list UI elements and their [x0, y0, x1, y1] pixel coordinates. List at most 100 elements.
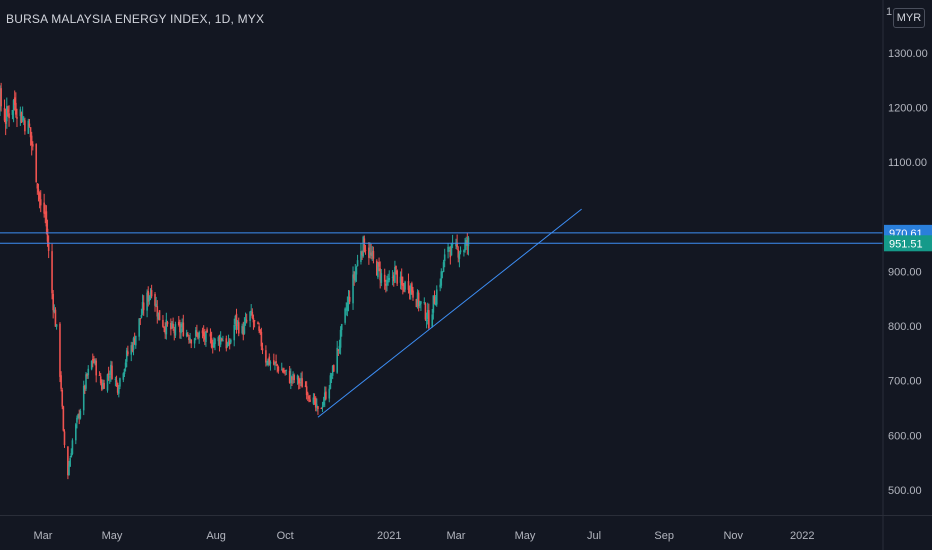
candle-body [267, 358, 269, 365]
candle-body [285, 369, 288, 371]
candle-body [170, 322, 172, 330]
candle-body [77, 414, 79, 419]
candle-body [388, 277, 391, 281]
candle-body [201, 330, 204, 334]
candle-body [464, 243, 466, 251]
candle-body [399, 276, 402, 283]
candle-body [68, 465, 70, 476]
candle-body [420, 301, 422, 304]
candle-body [243, 322, 246, 334]
candle-body [344, 308, 346, 323]
candle-body [457, 249, 460, 258]
candle-body [416, 292, 419, 307]
candle-body [194, 330, 197, 337]
candle-body [434, 302, 437, 306]
candle-body [418, 301, 421, 306]
candle-body [101, 383, 103, 390]
candle-body [198, 332, 200, 338]
candle-body [269, 362, 272, 364]
candle-body [283, 371, 285, 373]
candle-body [174, 324, 177, 336]
currency-button[interactable]: MYR [893, 8, 925, 28]
candle-body [78, 413, 81, 419]
candle-body [182, 322, 185, 336]
candle-body [114, 378, 117, 380]
candle-body [27, 120, 30, 134]
candle-body [347, 296, 350, 305]
candle-body [403, 285, 405, 292]
candle-body [360, 251, 362, 262]
candle-body [288, 370, 291, 383]
candle-body [82, 385, 85, 411]
candles [0, 82, 470, 480]
candle-body [95, 360, 97, 376]
candle-body [118, 388, 120, 394]
candle-body [284, 370, 286, 372]
price-line-label: 951.51 [889, 238, 923, 250]
candle-body [193, 338, 196, 344]
candle-body [314, 397, 317, 408]
candle-body [123, 369, 126, 375]
candle-body [383, 274, 386, 282]
candle-body [258, 326, 260, 331]
candle-body [227, 340, 230, 346]
candle-body [433, 296, 436, 305]
candle-body [124, 362, 127, 368]
candle-body [251, 311, 254, 318]
candle-body [138, 318, 140, 337]
candle-body [337, 349, 340, 351]
candle-body [204, 334, 206, 340]
x-tick-label: 2022 [790, 530, 814, 542]
candle-body [12, 100, 15, 111]
candle-body [321, 406, 324, 408]
ascending-trendline[interactable] [317, 208, 582, 418]
candle-body [177, 321, 180, 326]
candle-body [103, 382, 105, 389]
candle-body [165, 319, 168, 335]
candle-body [20, 112, 23, 123]
candle-body [125, 350, 128, 362]
candle-body [217, 337, 220, 342]
candle-body [180, 328, 182, 334]
candle-body [371, 252, 374, 256]
candle-body [458, 253, 461, 259]
candle-body [386, 279, 388, 286]
candle-body [385, 283, 387, 286]
candle-body [147, 291, 150, 302]
x-tick-label: 2021 [377, 530, 401, 542]
candle-body [60, 375, 62, 389]
candle-body [451, 243, 454, 245]
candle-body [225, 338, 228, 349]
x-tick-label: Mar [34, 530, 53, 542]
candle-body [90, 360, 93, 370]
candle-body [378, 261, 380, 267]
candle-body [139, 318, 142, 320]
candle-body [435, 289, 438, 305]
candle-body [362, 236, 365, 257]
candle-body [149, 292, 152, 298]
price-line-badge [884, 235, 932, 252]
candle-body [24, 120, 26, 132]
candle-body [409, 285, 412, 295]
candle-body [188, 337, 190, 341]
candle-body [277, 366, 280, 372]
candle-body [400, 276, 403, 286]
candle-body [455, 242, 457, 247]
candle-body [94, 360, 96, 364]
candle-body [28, 123, 31, 127]
candle-body [122, 373, 125, 380]
candle-body [369, 251, 371, 256]
candle-body [7, 109, 9, 113]
candle-body [355, 267, 358, 275]
y-tick-label: 700.00 [888, 376, 922, 388]
candle-body [110, 364, 112, 376]
candle-body [15, 102, 17, 115]
candle-body [220, 338, 223, 341]
candle-body [297, 377, 300, 384]
candle-body [308, 396, 310, 399]
candle-body [245, 320, 248, 322]
candle-body [375, 260, 378, 276]
candle-body [370, 252, 372, 256]
